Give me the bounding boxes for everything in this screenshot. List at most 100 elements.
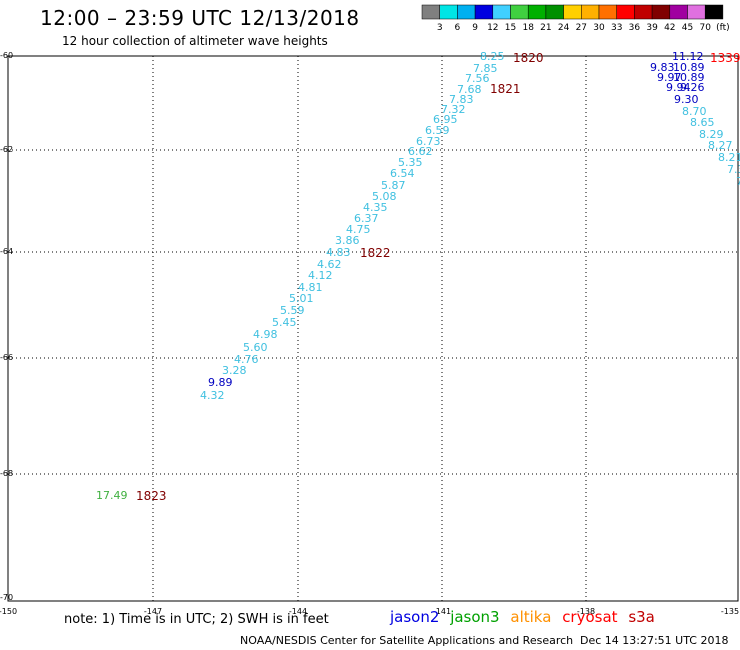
lat-label: -60 [0, 51, 13, 60]
wave-height-value: 6.73 [416, 135, 441, 148]
legend-label: 70 [699, 23, 711, 33]
wave-height-value: 5.35 [398, 156, 423, 169]
lat-label: -70 [0, 593, 13, 602]
map-subtitle: 12 hour collection of altimeter wave hei… [62, 34, 328, 48]
lat-label: -64 [0, 247, 13, 256]
legend-swatch [492, 4, 511, 20]
legend-label: 24 [558, 23, 570, 33]
wave-height-value: 4.98 [253, 328, 278, 341]
wave-height-value: 5.59 [280, 304, 305, 317]
wave-height-value: 7.56 [465, 72, 490, 85]
wave-height-value: 9.97 [657, 71, 682, 84]
track-time-label: 1823 [136, 489, 167, 503]
mission-cryosat: cryosat [562, 608, 618, 626]
wave-height-value: 6.59 [425, 124, 450, 137]
wave-height-value: 8.65 [690, 116, 715, 129]
legend-label: 9 [472, 23, 478, 33]
legend-swatch [527, 4, 547, 20]
wave-height-value: 4.35 [363, 201, 388, 214]
plot-frame [7, 55, 739, 602]
legend-swatch [651, 4, 671, 20]
wave-height-value: 4.12 [308, 269, 333, 282]
wave-height-value: 9.94 [666, 81, 691, 94]
legend-swatch [563, 4, 582, 20]
legend-swatch [457, 4, 476, 20]
wave-height-value: 7.83 [449, 93, 474, 106]
wave-height-value: 3.28 [222, 364, 247, 377]
legend-swatch [581, 4, 600, 20]
legend-swatch [704, 4, 724, 20]
mission-legend: jason2 jason3 altika cryosat s3a [390, 608, 661, 626]
lon-label: -138 [577, 607, 595, 616]
wave-height-value: 7 [736, 175, 740, 188]
wave-height-value: 8.25 [480, 50, 505, 63]
wave-height-value: 7.68 [457, 83, 482, 96]
track-time-label: 1822 [360, 246, 391, 260]
credit-line: NOAA/NESDIS Center for Satellite Applica… [240, 634, 574, 647]
wave-height-value: 10.89 [673, 71, 705, 84]
wave-height-value: 5.60 [243, 341, 268, 354]
mission-s3a: s3a [628, 608, 655, 626]
generated-timestamp: Dec 14 13:27:51 UTC 2018 [580, 634, 729, 647]
legend-swatch [687, 4, 706, 20]
wave-height-value: 4.81 [298, 281, 323, 294]
legend-label: 27 [576, 23, 587, 33]
legend-swatch [598, 4, 617, 20]
wave-height-value: 7.3 [727, 163, 740, 176]
wave-height-value: 7.85 [473, 62, 498, 75]
wave-height-value: 4.32 [200, 389, 225, 402]
legend-swatch [634, 4, 653, 20]
wave-height-value: 4.76 [234, 353, 259, 366]
legend-swatch [669, 4, 688, 20]
wave-height-value: 5.08 [372, 190, 397, 203]
wave-height-value: 4.83 [326, 246, 351, 259]
legend-label: 30 [593, 23, 605, 33]
legend-label: 45 [682, 23, 693, 33]
wave-height-value: 6.37 [354, 212, 379, 225]
wave-height-value: 4.75 [346, 223, 371, 236]
legend-label: 42 [664, 23, 675, 33]
legend-label: 33 [611, 23, 622, 33]
wave-height-value: 8.27 [708, 139, 733, 152]
mission-altika: altika [510, 608, 552, 626]
legend-label: 18 [522, 23, 534, 33]
legend-label: 12 [487, 23, 498, 33]
wave-height-value: 9.89 [208, 376, 233, 389]
legend-label: (ft) [716, 23, 730, 33]
mission-jason2: jason2 [390, 608, 440, 626]
wave-height-value: 6.54 [390, 167, 415, 180]
lat-label: -66 [0, 353, 13, 362]
wave-height-value: 9.30 [674, 93, 699, 106]
wave-height-value: 8.29 [699, 128, 724, 141]
wave-height-value: 8.21 [718, 151, 740, 164]
legend-swatch [421, 4, 440, 20]
lat-label: -62 [0, 145, 13, 154]
lon-label: -135 [721, 607, 739, 616]
wave-height-value: 9.26 [680, 81, 705, 94]
mission-jason3: jason3 [450, 608, 500, 626]
wave-height-value: 5.45 [272, 316, 297, 329]
map-title: 12:00 – 23:59 UTC 12/13/2018 [40, 6, 360, 30]
wave-height-value: 10.89 [673, 61, 705, 74]
legend-swatch [545, 4, 564, 20]
wave-height-value: 7.32 [441, 103, 466, 116]
wave-height-value: 6.95 [433, 113, 458, 126]
legend-swatch [510, 4, 529, 20]
legend-label: 39 [646, 23, 658, 33]
wave-height-value: 17.49 [96, 489, 128, 502]
lon-label: -147 [144, 607, 162, 616]
wave-height-value: 5.01 [289, 292, 314, 305]
footer-note: note: 1) Time is in UTC; 2) SWH is in fe… [64, 612, 329, 627]
legend-label: 36 [629, 23, 641, 33]
lat-label: -68 [0, 469, 13, 478]
lon-label: -141 [433, 607, 451, 616]
legend-swatch [616, 4, 635, 20]
legend-label: 15 [505, 23, 516, 33]
wave-height-value: 11.12 [672, 50, 704, 63]
wave-height-value: 3.86 [335, 234, 360, 247]
track-time-label: 1339 [710, 51, 740, 65]
track-time-label: 1821 [490, 82, 521, 96]
legend-label: 21 [540, 23, 551, 33]
wave-height-value: 6.62 [408, 145, 433, 158]
